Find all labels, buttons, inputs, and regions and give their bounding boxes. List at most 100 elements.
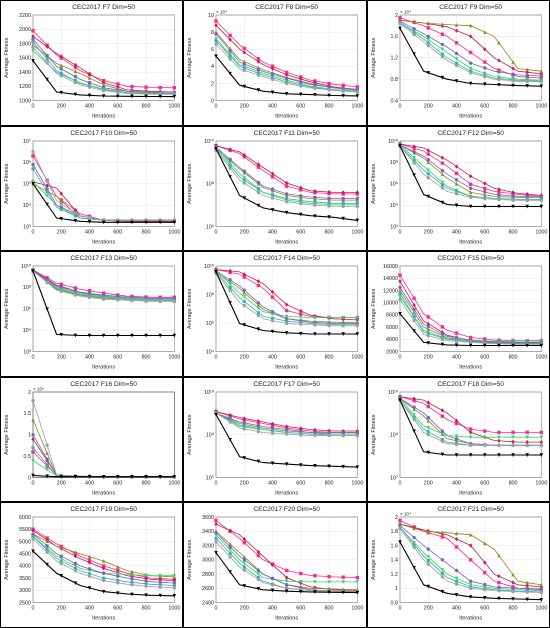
series-marker: [440, 452, 444, 457]
series-marker: [539, 194, 543, 198]
series-marker: [59, 474, 63, 479]
x-tick-label: 0: [398, 355, 401, 361]
series-marker: [87, 215, 92, 219]
y-axis-label: Average Fitness: [371, 289, 377, 330]
series-marker: [482, 196, 487, 200]
series-marker: [440, 590, 444, 595]
series-marker: [299, 309, 303, 314]
chart-panel: CEC2017 F21 Dim=50 0 200 400 600 800 1000 0.8 1 1…: [366, 502, 550, 628]
x-tick-label: 200: [57, 355, 66, 361]
series-marker: [59, 201, 63, 206]
series-marker: [271, 316, 275, 321]
series-group: [214, 146, 360, 222]
x-tick-label: 600: [113, 104, 122, 110]
series-marker: [440, 414, 444, 418]
series-marker: [511, 343, 515, 348]
series-marker: [285, 317, 289, 321]
series-marker: [242, 288, 247, 293]
series-marker: [454, 177, 458, 182]
series-marker: [228, 285, 233, 290]
x-tick-label: 400: [268, 355, 277, 361]
series-marker: [73, 218, 78, 223]
series-marker: [539, 343, 543, 348]
series-marker: [426, 529, 430, 534]
series-marker: [397, 298, 402, 302]
series-marker: [454, 57, 458, 61]
series-marker: [73, 62, 78, 68]
y-axis-label: Average Fitness: [187, 414, 193, 455]
series-marker: [271, 77, 275, 82]
series-marker: [496, 40, 501, 45]
axis-multiplier: × 10⁶: [33, 386, 44, 391]
chart-title: CEC2017 F13 Dim=50: [70, 255, 137, 262]
series-marker: [158, 474, 162, 479]
series-marker: [31, 432, 35, 437]
x-tick-label: 600: [480, 229, 489, 235]
series-marker: [158, 299, 162, 304]
series-marker: [454, 438, 458, 443]
series-marker: [440, 575, 444, 580]
series-marker: [454, 453, 458, 457]
series-marker: [397, 540, 402, 545]
series-group: [31, 269, 177, 304]
series-marker: [45, 467, 49, 472]
series-marker: [271, 295, 275, 300]
series-marker: [31, 398, 35, 403]
series-marker: [468, 587, 473, 591]
series-marker: [144, 574, 148, 578]
chart-title: CEC2017 F8 Dim=50: [256, 4, 319, 11]
series-marker: [285, 196, 289, 200]
series-marker: [511, 193, 515, 198]
series-marker: [257, 279, 261, 284]
series-marker: [299, 322, 303, 327]
x-tick-label: 0: [215, 104, 218, 110]
x-tick-label: 0: [32, 104, 35, 110]
series-marker: [511, 597, 515, 602]
series-marker: [426, 432, 430, 437]
y-tick-label: 10000: [383, 301, 398, 307]
series-marker: [426, 555, 430, 560]
series-marker: [355, 465, 360, 469]
plot-area: [216, 14, 358, 101]
series-marker: [59, 562, 63, 566]
series-marker: [440, 572, 444, 576]
series-marker: [31, 473, 35, 478]
series-group: [397, 18, 543, 73]
series-marker: [228, 174, 233, 179]
y-axis-label: Average Fitness: [4, 414, 10, 455]
series-marker: [271, 207, 275, 212]
series-marker: [285, 184, 289, 188]
series-marker: [327, 430, 332, 435]
x-tick-label: 400: [452, 104, 461, 110]
series-marker: [412, 417, 416, 421]
series-marker: [285, 321, 289, 326]
series-marker: [482, 74, 487, 79]
series-group: [31, 269, 177, 338]
series-marker: [341, 93, 346, 98]
series-marker: [426, 151, 430, 156]
series-marker: [412, 543, 416, 547]
y-tick-label: 4500: [19, 552, 31, 558]
series-marker: [412, 296, 416, 301]
series-marker: [327, 85, 332, 89]
x-tick-label: 800: [508, 480, 517, 486]
series-marker: [73, 562, 78, 566]
series-marker: [468, 195, 473, 199]
series-marker: [87, 572, 92, 576]
series-marker: [299, 426, 303, 431]
series-marker: [397, 285, 402, 290]
y-tick-label: 10²: [23, 350, 31, 356]
series-marker: [313, 199, 317, 204]
y-tick-label: 1.6: [390, 34, 398, 40]
series-marker: [426, 559, 430, 563]
y-tick-label: 6000: [386, 325, 398, 331]
series-marker: [285, 72, 289, 78]
series-marker: [172, 594, 177, 599]
series-marker: [158, 580, 162, 585]
series-marker: [87, 555, 92, 559]
series-marker: [101, 220, 106, 224]
series-marker: [257, 313, 261, 318]
y-axis-label: Average Fitness: [187, 163, 193, 204]
series-marker: [59, 557, 63, 561]
series-marker: [228, 269, 233, 274]
